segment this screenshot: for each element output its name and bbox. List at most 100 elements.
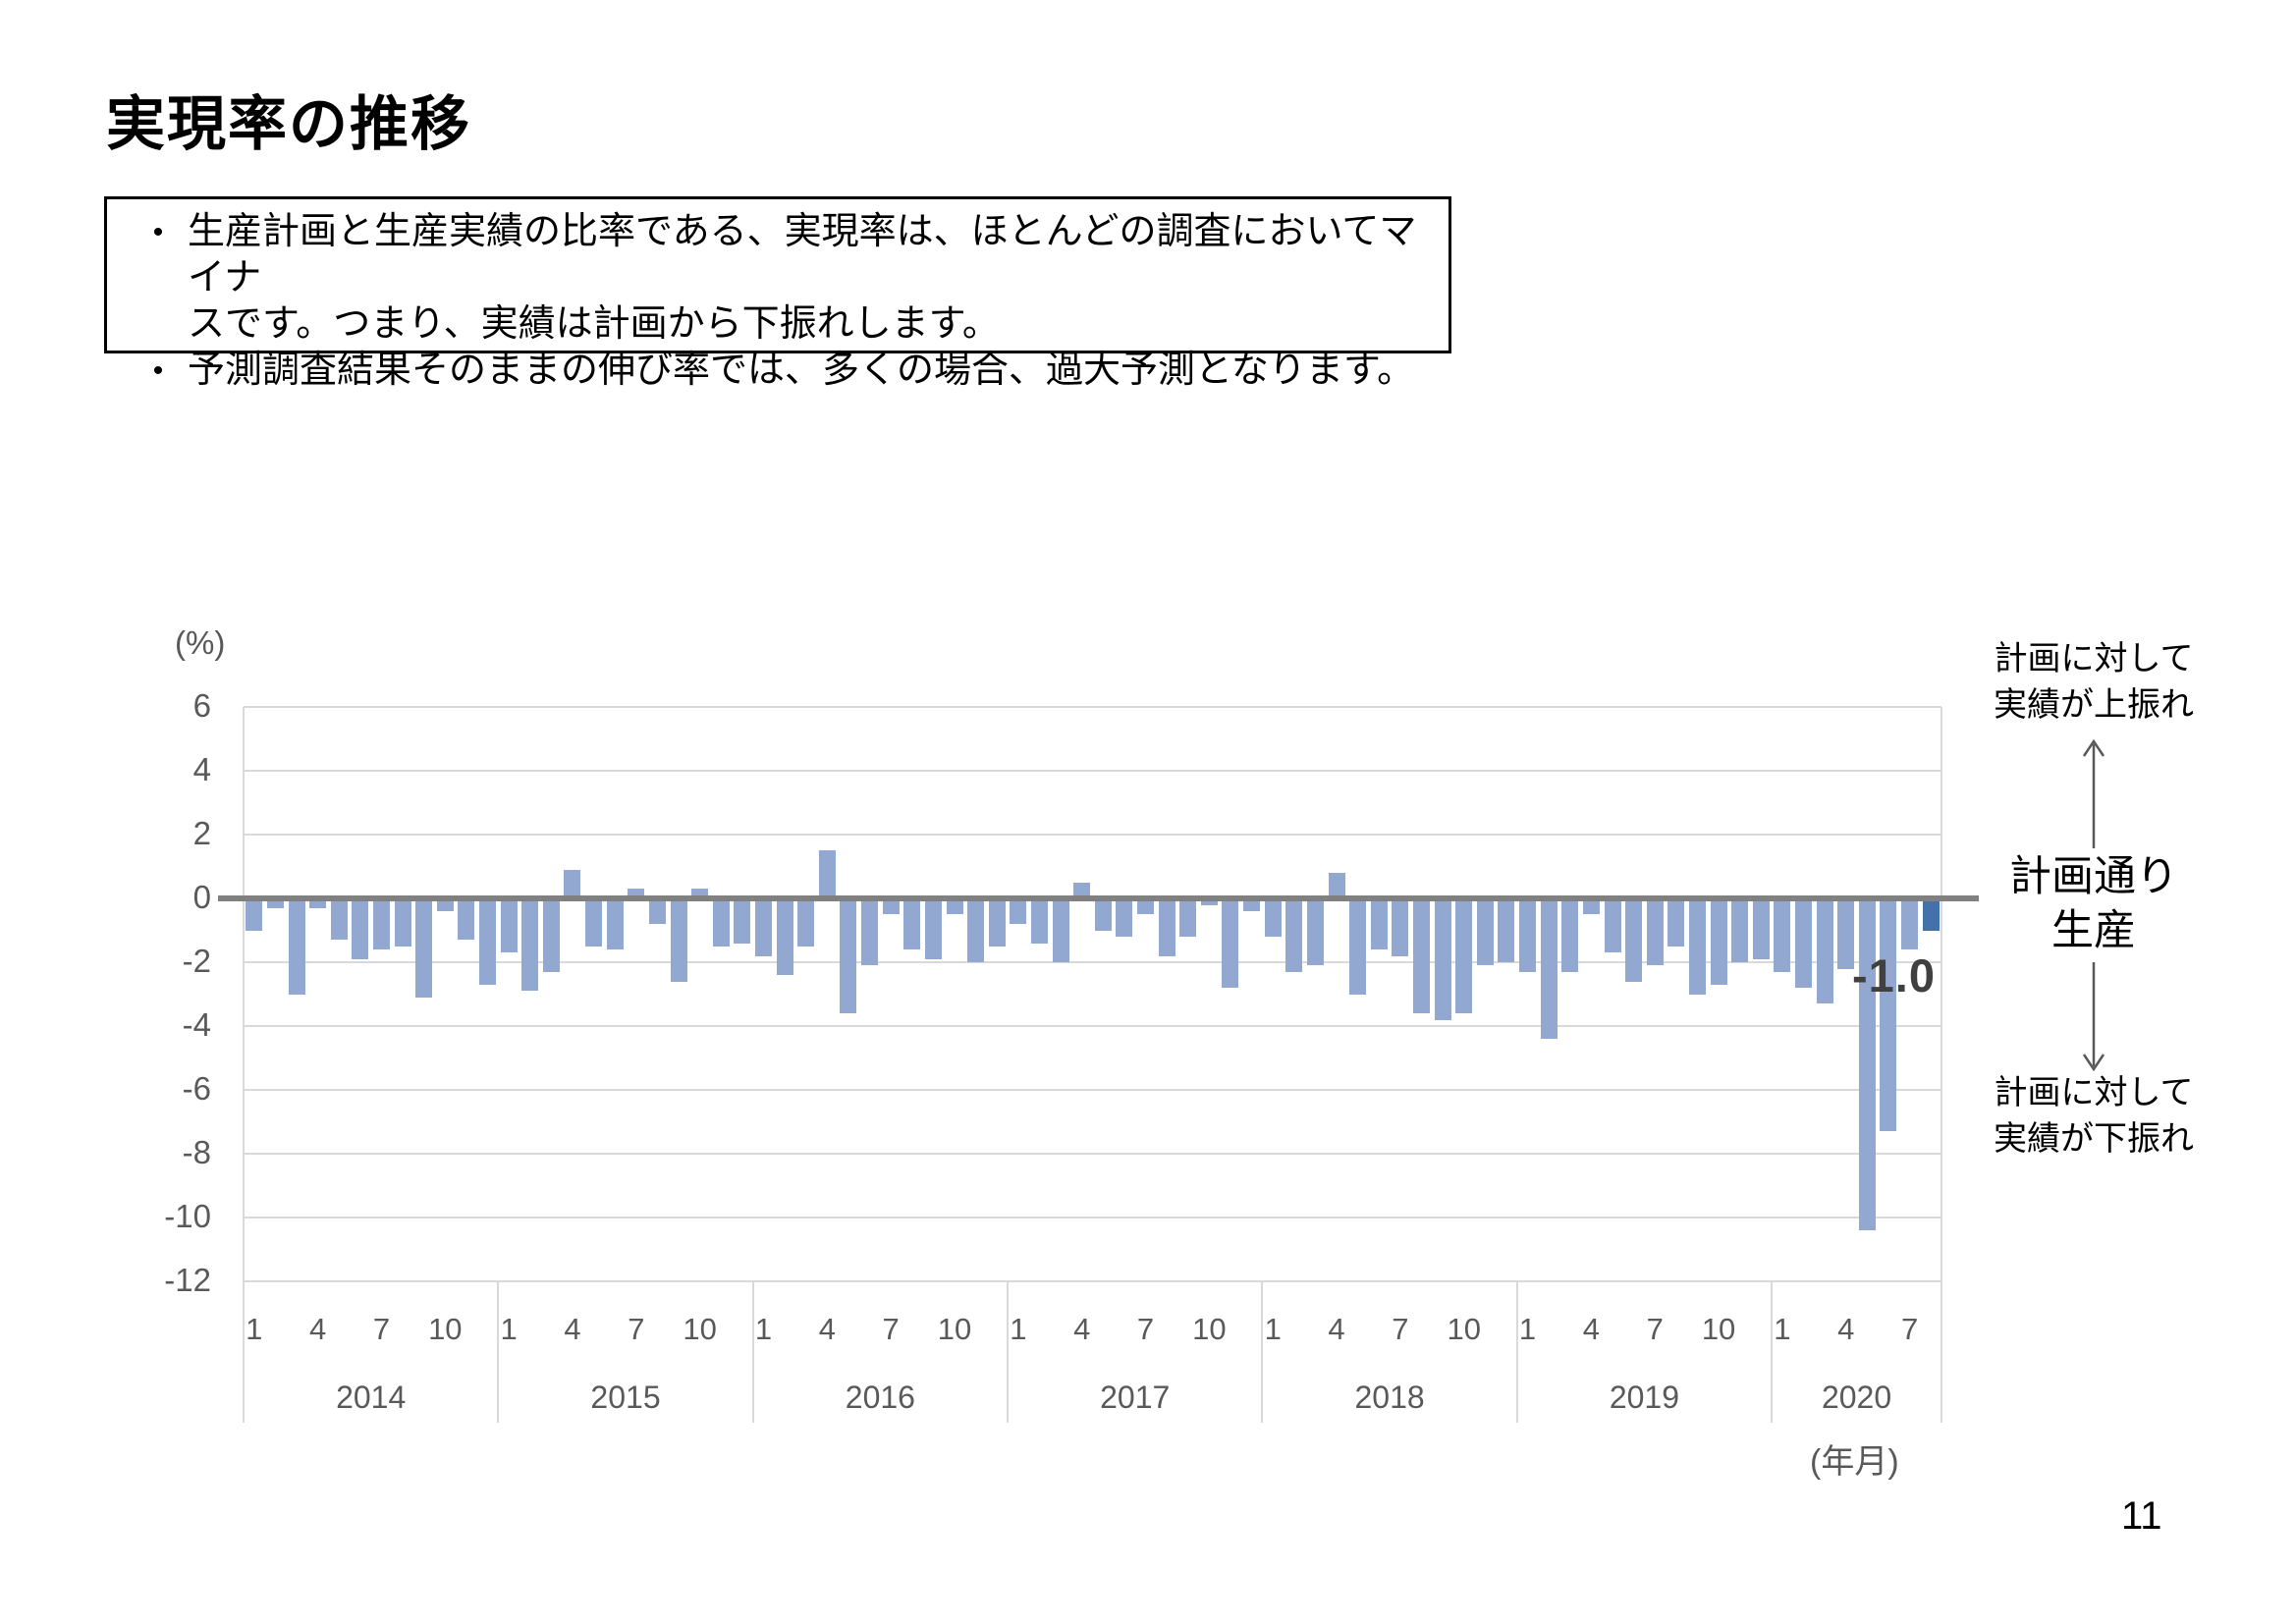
x-axis-unit-label: (年月): [1810, 1443, 1899, 1481]
bar-2019-03: [1561, 898, 1579, 972]
year-divider-2017: [1007, 1281, 1010, 1423]
bar-2018-02: [1285, 898, 1303, 972]
bar-2018-12: [1498, 898, 1515, 962]
bar-2019-04: [1582, 898, 1600, 915]
x-tick-2015-4: 4: [564, 1312, 581, 1346]
gridline-6: [244, 706, 1941, 708]
bar-2018-10: [1455, 898, 1473, 1013]
bar-2020-02: [1795, 898, 1813, 988]
bar-2015-07: [628, 889, 645, 898]
bullet-2-line-1: 予測調査結果そのままの伸び率では、多くの場合、過大予測となります。: [188, 350, 1415, 391]
bar-2015-05: [585, 898, 603, 947]
bar-2014-06: [352, 898, 369, 959]
bar-2017-12: [1243, 898, 1261, 911]
bar-2016-05: [840, 898, 857, 1013]
x-tick-2015-7: 7: [628, 1312, 645, 1346]
annotation-upside-line1: 計画に対して: [1994, 640, 2194, 677]
bar-2015-10: [691, 889, 709, 898]
bar-2019-11: [1731, 898, 1749, 962]
down-arrow-icon: [2082, 962, 2105, 1072]
bar-2019-09: [1688, 898, 1706, 995]
x-tick-2019-1: 1: [1518, 1312, 1537, 1346]
year-divider-2020: [1771, 1281, 1774, 1423]
gridline--12: [244, 1280, 1941, 1282]
bar-2017-04: [1073, 882, 1091, 898]
up-arrow-icon: [2082, 738, 2105, 848]
x-tick-2018-10: 10: [1447, 1312, 1481, 1346]
bar-2020-05: [1858, 898, 1876, 1230]
x-tick-2014-7: 7: [372, 1312, 391, 1346]
bar-2015-06: [606, 898, 624, 949]
bar-2015-03: [542, 898, 560, 972]
bar-2020-07: [1901, 898, 1919, 949]
annotation-on-plan-line1: 計画通り: [2009, 853, 2178, 900]
plot-right-border: [1941, 707, 1942, 1423]
bar-2014-02: [266, 898, 284, 908]
year-label-2016: 2016: [845, 1380, 915, 1415]
bar-2018-03: [1306, 898, 1324, 966]
x-tick-2020-1: 1: [1774, 1312, 1791, 1346]
annotation-on-plan: 計画通り 生産: [1966, 850, 2221, 958]
y-tick-label-4: 4: [192, 751, 211, 787]
bar-2017-05: [1094, 898, 1112, 931]
bar-2015-04: [564, 869, 581, 898]
bar-2014-08: [394, 898, 411, 947]
x-tick-2020-7: 7: [1900, 1312, 1919, 1346]
x-tick-2017-10: 10: [1192, 1312, 1227, 1346]
bar-2015-08: [648, 898, 666, 924]
annotation-on-plan-line2: 生産: [2051, 907, 2136, 954]
page-title: 実現率の推移: [106, 91, 471, 157]
bar-2016-12: [988, 898, 1006, 947]
bar-2017-11: [1222, 898, 1239, 988]
y-tick-label--4: -4: [182, 1006, 211, 1043]
bar-2018-11: [1476, 898, 1494, 966]
x-tick-2017-4: 4: [1073, 1312, 1091, 1346]
annotation-downside-line2: 実績が下振れ: [1994, 1120, 2194, 1158]
year-label-2014: 2014: [336, 1380, 407, 1415]
gridline--2: [244, 961, 1941, 963]
bar-2018-09: [1434, 898, 1451, 1020]
x-tick-2014-1: 1: [246, 1312, 263, 1346]
bar-2016-07: [882, 898, 900, 915]
bullet-item-1: • 生産計画と生産実績の比率である、実現率は、ほとんどの調査においてマイナ: [129, 209, 1449, 301]
y-tick-label-6: 6: [192, 687, 211, 724]
bar-2014-11: [458, 898, 475, 941]
bullet-marker: •: [152, 216, 164, 248]
year-divider-2015: [497, 1281, 500, 1423]
year-divider-2016: [751, 1281, 754, 1423]
bar-2019-01: [1519, 898, 1537, 972]
year-label-2018: 2018: [1354, 1380, 1425, 1415]
year-divider-2018: [1261, 1281, 1264, 1423]
bullet-marker: •: [152, 354, 164, 387]
bar-2020-06: [1880, 898, 1897, 1132]
bar-2018-05: [1349, 898, 1367, 995]
bar-2016-11: [967, 898, 985, 962]
x-tick-2016-10: 10: [937, 1312, 972, 1346]
bar-2018-07: [1392, 898, 1409, 956]
bullet-item-1-continued: スです。つまり、実績は計画から下振れします。: [129, 301, 1449, 348]
bar-2019-07: [1646, 898, 1664, 966]
x-tick-2017-1: 1: [1010, 1312, 1027, 1346]
y-tick-label--6: -6: [182, 1070, 211, 1107]
x-tick-2019-10: 10: [1701, 1312, 1736, 1346]
x-tick-2016-7: 7: [882, 1312, 900, 1346]
bar-2018-04: [1328, 873, 1345, 898]
x-tick-2018-4: 4: [1328, 1312, 1345, 1346]
bar-2014-03: [288, 898, 305, 995]
bar-2019-05: [1604, 898, 1621, 953]
bar-2017-02: [1030, 898, 1048, 944]
bar-2017-03: [1052, 898, 1069, 962]
zero-baseline: [218, 895, 1979, 901]
bar-2020-01: [1774, 898, 1791, 972]
bar-2017-08: [1158, 898, 1175, 956]
bar-2014-10: [436, 898, 454, 911]
x-tick-2018-7: 7: [1392, 1312, 1409, 1346]
bar-2015-02: [521, 898, 539, 992]
bar-2019-08: [1667, 898, 1685, 947]
bar-2014-12: [479, 898, 497, 985]
bar-2014-05: [330, 898, 348, 941]
x-tick-2014-4: 4: [309, 1312, 327, 1346]
gridline--10: [244, 1217, 1941, 1218]
bar-2018-06: [1370, 898, 1388, 949]
